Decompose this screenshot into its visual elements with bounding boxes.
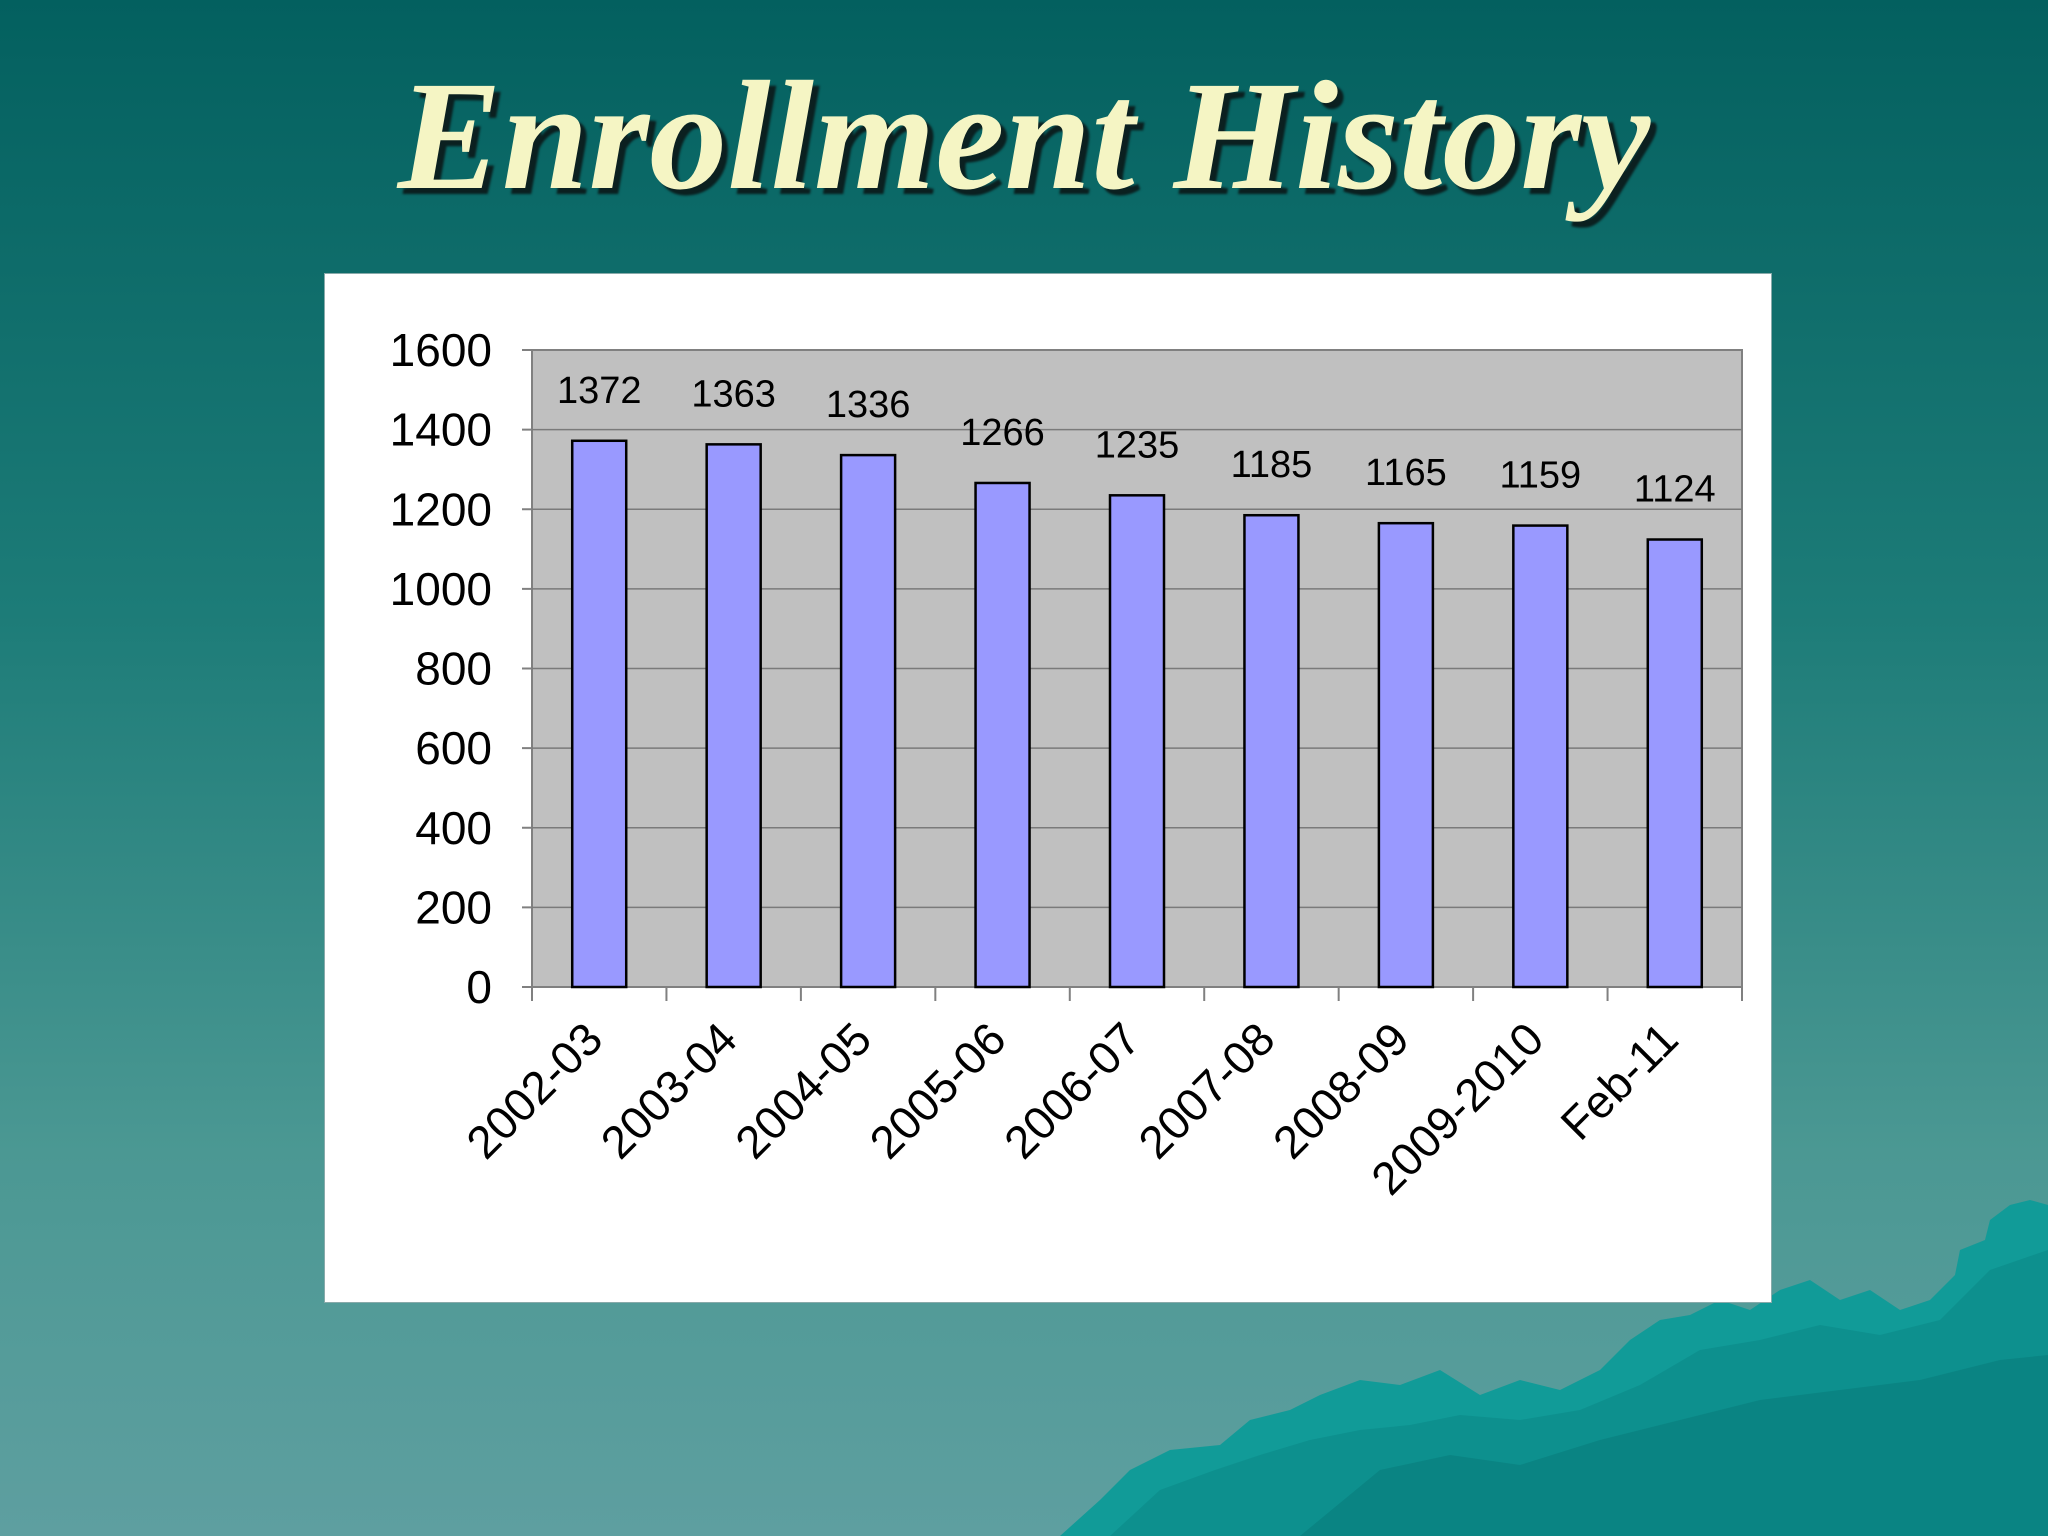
chart-container: 0 200 400 600 800 1000 1200 1400 1600 1372 2002-03… xyxy=(324,273,1772,1303)
x-tick-label: 2007-08 xyxy=(1128,1012,1284,1168)
y-tick-label: 400 xyxy=(415,802,492,854)
x-tick-label: 2004-05 xyxy=(725,1012,881,1168)
data-label: 1336 xyxy=(826,384,911,426)
y-tick-label: 800 xyxy=(415,643,492,695)
bar[interactable] xyxy=(705,443,762,989)
data-label: 1124 xyxy=(1634,469,1716,511)
y-tick-label: 1200 xyxy=(390,483,492,535)
y-tick-label: 1000 xyxy=(390,563,492,615)
slide-title: Enrollment History xyxy=(397,49,1651,222)
x-tick-label: 2006-07 xyxy=(994,1012,1150,1168)
bar[interactable] xyxy=(1646,538,1704,989)
x-tick-label: 2003-04 xyxy=(591,1012,747,1168)
bar[interactable] xyxy=(974,481,1031,989)
data-label: 1185 xyxy=(1231,444,1313,486)
bar[interactable] xyxy=(1108,494,1166,989)
x-tick-label: 2005-06 xyxy=(859,1012,1015,1168)
data-label: 1363 xyxy=(691,373,776,415)
data-label: 1235 xyxy=(1095,424,1180,466)
y-tick-label: 0 xyxy=(466,961,492,1013)
data-label: 1266 xyxy=(960,412,1045,454)
bar[interactable] xyxy=(1377,521,1435,989)
x-tick-label: Feb-11 xyxy=(1550,1012,1687,1149)
y-tick-label: 200 xyxy=(415,881,492,933)
y-tick-label: 600 xyxy=(415,722,492,774)
data-label: 1159 xyxy=(1499,455,1581,497)
x-tick-label: 2002-03 xyxy=(456,1012,612,1168)
bar[interactable] xyxy=(839,453,897,989)
bar[interactable] xyxy=(1243,513,1300,989)
data-label: 1165 xyxy=(1365,452,1447,494)
data-label: 1372 xyxy=(557,370,642,412)
y-tick-label: 1600 xyxy=(390,324,492,376)
y-tick-label: 1400 xyxy=(390,404,492,456)
bar[interactable] xyxy=(570,439,628,989)
bar[interactable] xyxy=(1512,524,1569,989)
bar-chart: 0 200 400 600 800 1000 1200 1400 1600 1372 2002-03… xyxy=(390,324,1743,1205)
